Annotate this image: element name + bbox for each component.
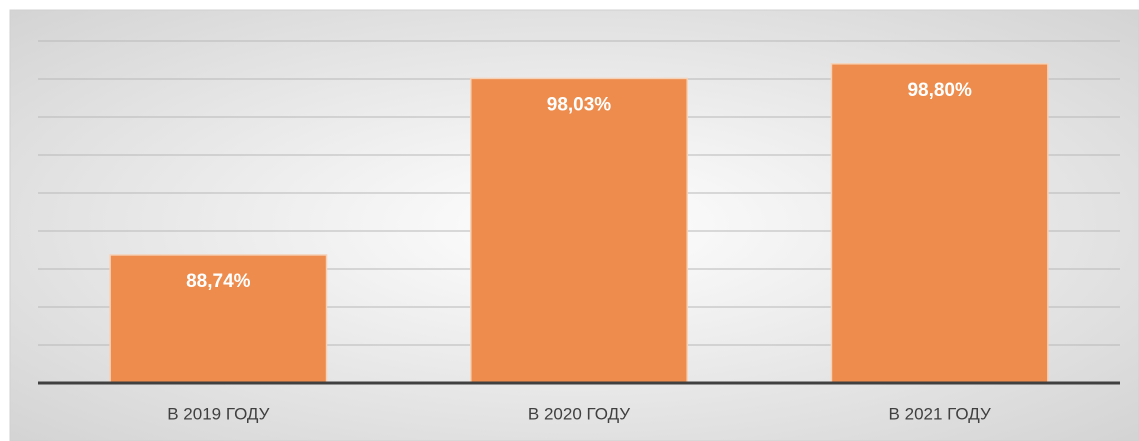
bar — [109, 254, 328, 384]
bar — [470, 77, 688, 384]
bar — [830, 63, 1049, 384]
x-tick-label: В 2020 ГОДУ — [528, 404, 630, 423]
data-label: 98,80% — [907, 80, 972, 101]
x-tick-label: В 2019 ГОДУ — [167, 404, 269, 423]
data-label: 98,03% — [547, 94, 612, 115]
x-tick-label: В 2021 ГОДУ — [889, 404, 991, 423]
data-label: 88,74% — [186, 271, 251, 292]
